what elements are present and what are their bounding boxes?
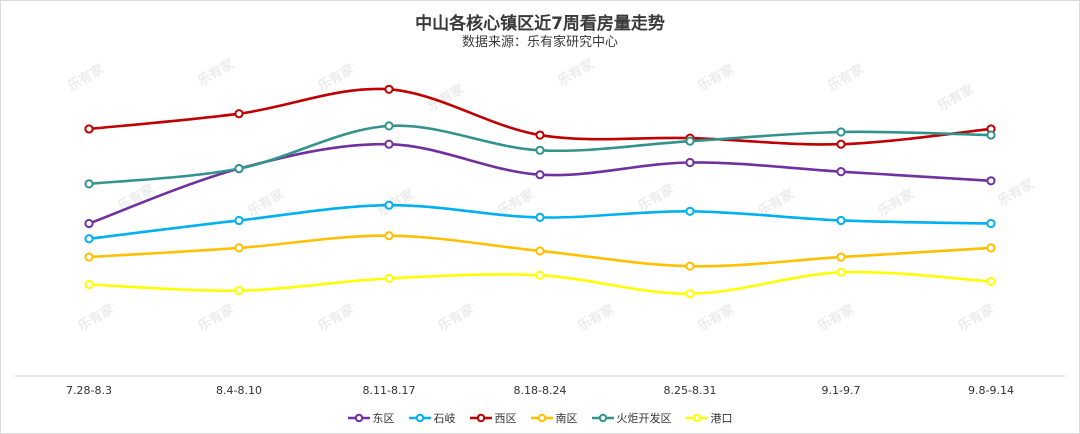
legend-item: 东区 xyxy=(347,410,395,426)
data-point xyxy=(234,243,244,253)
data-point xyxy=(836,167,846,177)
data-point xyxy=(836,139,846,149)
data-point xyxy=(535,212,545,222)
data-point xyxy=(685,289,695,299)
watermark-text: 乐有家 xyxy=(75,301,118,335)
data-point xyxy=(384,231,394,241)
legend-marker-icon xyxy=(591,413,614,423)
watermark-text: 乐有家 xyxy=(955,301,998,335)
data-point xyxy=(234,109,244,119)
watermark-text: 乐有家 xyxy=(375,186,418,220)
series-line xyxy=(88,142,992,225)
data-point xyxy=(685,136,695,146)
watermark-text: 乐有家 xyxy=(815,301,858,335)
watermark-text: 乐有家 xyxy=(195,301,238,335)
data-point xyxy=(384,121,394,131)
watermark-text: 乐有家 xyxy=(315,61,358,95)
data-point xyxy=(234,215,244,226)
chart-title: 中山各核心镇区近7周看房量走势 xyxy=(415,14,665,34)
legend-item: 南区 xyxy=(530,410,578,426)
watermark-text: 乐有家 xyxy=(635,181,678,215)
data-point xyxy=(986,276,996,287)
watermark-text: 乐有家 xyxy=(575,301,618,335)
chart-subtitle: 数据来源：乐有家研究中心 xyxy=(461,35,618,50)
legend-label: 火炬开发区 xyxy=(616,412,672,425)
legend-item: 西区 xyxy=(469,410,517,426)
data-point xyxy=(84,179,94,189)
watermark-text: 乐有家 xyxy=(995,176,1038,210)
legend-label: 东区 xyxy=(372,412,395,425)
series-火炬开发区 xyxy=(84,121,996,189)
x-tick-label: 8.4-8.10 xyxy=(216,384,262,397)
data-point xyxy=(986,130,996,140)
legend-label: 南区 xyxy=(555,412,578,425)
data-point xyxy=(986,218,996,229)
watermark-text: 乐有家 xyxy=(435,301,478,335)
data-point xyxy=(384,273,394,283)
legend-label: 西区 xyxy=(494,412,517,425)
data-point xyxy=(384,139,394,149)
x-tick-label: 9.1-9.7 xyxy=(822,384,861,397)
data-point xyxy=(535,130,545,140)
data-point xyxy=(234,286,244,296)
data-point xyxy=(685,157,695,168)
data-point xyxy=(84,218,94,229)
series-西区 xyxy=(84,84,996,149)
series-石岐 xyxy=(84,200,996,244)
watermark-text: 乐有家 xyxy=(825,61,868,95)
x-tick-label: 9.8-9.14 xyxy=(968,384,1014,397)
data-point xyxy=(836,127,846,137)
legend-marker-icon xyxy=(469,413,492,423)
data-point xyxy=(84,234,94,244)
data-point xyxy=(84,252,94,262)
data-point xyxy=(535,270,545,280)
data-point xyxy=(986,176,996,186)
legend-label: 港口 xyxy=(710,412,733,425)
legend-item: 港口 xyxy=(685,410,733,426)
x-tick-label: 8.18-8.24 xyxy=(514,384,567,397)
data-point xyxy=(84,279,94,290)
x-tick-label: 8.11-8.17 xyxy=(363,384,416,397)
x-tick-label: 8.25-8.31 xyxy=(664,384,717,397)
data-point xyxy=(234,164,244,174)
watermark-text: 乐有家 xyxy=(695,301,738,335)
watermark-text: 乐有家 xyxy=(875,186,918,220)
legend: 东区 石岐 西区 南区 火炬开发区 港口 xyxy=(1,410,1079,426)
legend-marker-icon xyxy=(530,413,553,423)
data-point xyxy=(685,206,695,216)
watermark-text: 乐有家 xyxy=(195,56,238,90)
watermark-text: 乐有家 xyxy=(935,81,978,115)
legend-marker-icon xyxy=(685,413,708,423)
watermark-text: 乐有家 xyxy=(555,56,598,90)
data-point xyxy=(384,200,394,210)
legend-marker-icon xyxy=(408,413,431,423)
watermark-text: 乐有家 xyxy=(65,61,108,95)
data-point xyxy=(535,246,545,256)
legend-label: 石岐 xyxy=(433,412,456,425)
data-point xyxy=(836,267,846,277)
data-point xyxy=(84,124,94,134)
data-point xyxy=(836,215,846,226)
legend-item: 石岐 xyxy=(408,410,456,426)
series-南区 xyxy=(84,231,996,271)
legend-marker-icon xyxy=(347,413,370,423)
data-point xyxy=(535,145,545,155)
watermark-text: 乐有家 xyxy=(315,301,358,335)
data-point xyxy=(986,243,996,253)
legend-item: 火炬开发区 xyxy=(591,410,672,426)
data-point xyxy=(836,252,846,262)
watermark-text: 乐有家 xyxy=(695,61,738,95)
series-港口 xyxy=(84,267,996,299)
data-point xyxy=(685,261,695,271)
x-tick-label: 7.28-8.3 xyxy=(66,384,112,397)
data-point xyxy=(535,170,545,180)
data-point xyxy=(384,84,394,94)
